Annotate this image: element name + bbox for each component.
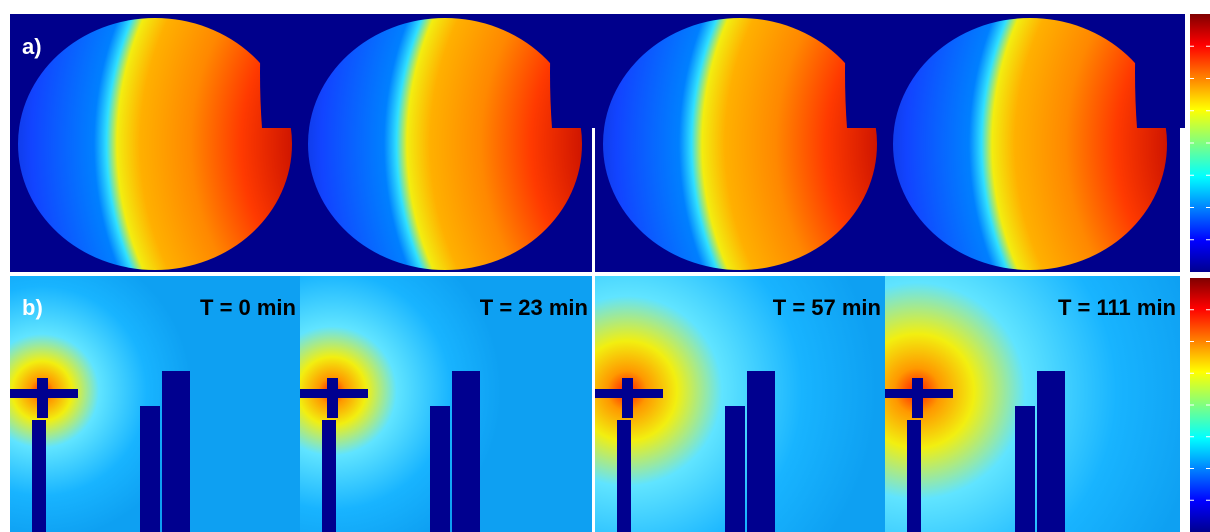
- thermal-image-a: [300, 14, 600, 272]
- post: [617, 420, 631, 532]
- time-label: T = 23 min: [480, 295, 588, 320]
- time-label: T = 111 min: [1058, 295, 1176, 320]
- short-block: [430, 406, 450, 532]
- post: [907, 420, 921, 532]
- post: [322, 420, 336, 532]
- short-block: [140, 406, 160, 532]
- thermal-image-a: [10, 14, 310, 272]
- time-label: T = 0 min: [200, 295, 296, 320]
- tall-block: [747, 371, 775, 532]
- short-block: [725, 406, 745, 532]
- page: T = 0 min T = 23 min T = 57 min T = 111 min…: [0, 0, 1210, 532]
- cross-upright: [912, 378, 923, 418]
- thermal-image-b: T = 0 min: [10, 276, 300, 532]
- cross-upright: [622, 378, 633, 418]
- post: [32, 420, 46, 532]
- notch: [550, 14, 600, 128]
- panels: T = 0 min T = 23 min T = 57 min T = 111 min: [10, 14, 1210, 532]
- figure: T = 0 min T = 23 min T = 57 min T = 111 min…: [0, 0, 1210, 532]
- panel-label: b): [22, 295, 43, 320]
- time-label: T = 57 min: [773, 295, 881, 320]
- panel-label: a): [22, 34, 42, 59]
- thermal-image-b: T = 23 min: [300, 276, 592, 532]
- thermal-image-b: T = 57 min: [595, 276, 885, 532]
- tall-block: [162, 371, 190, 532]
- thermal-image-b: T = 111 min: [885, 276, 1180, 532]
- thermal-image-a: [595, 14, 895, 272]
- cross-upright: [37, 378, 48, 418]
- thermal-image-a: [885, 14, 1185, 272]
- tall-block: [452, 371, 480, 532]
- short-block: [1015, 406, 1035, 532]
- cross-upright: [327, 378, 338, 418]
- tall-block: [1037, 371, 1065, 532]
- notch: [1135, 14, 1185, 128]
